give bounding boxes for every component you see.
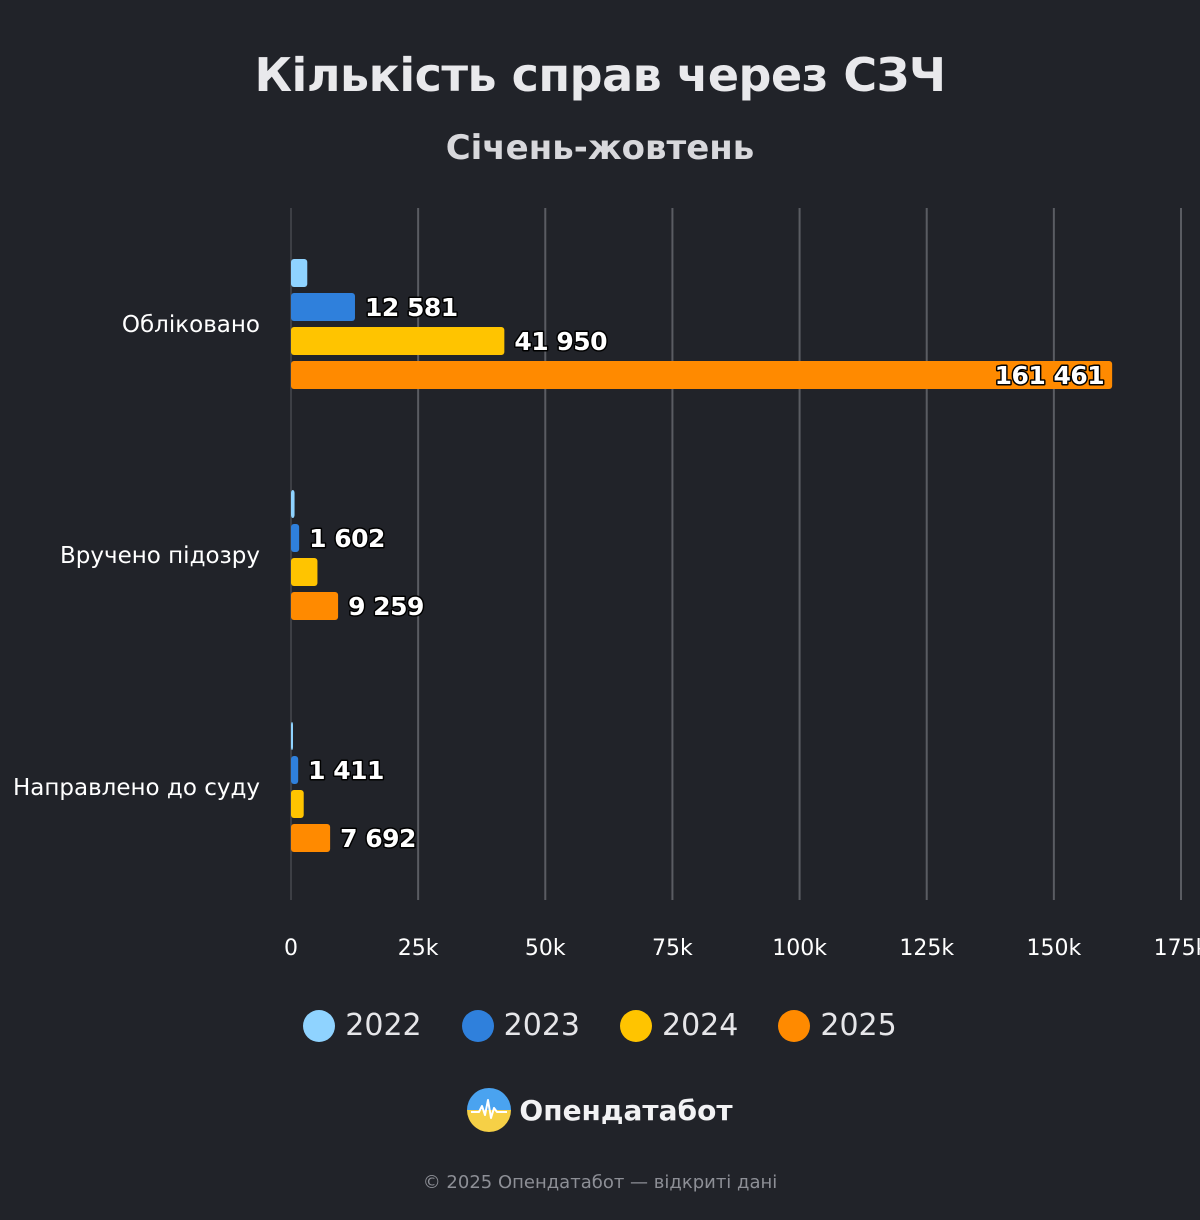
bar-2024-1 (291, 558, 318, 586)
data-label-2025-0: 161 461 (995, 361, 1105, 390)
data-label-2025-2: 7 692 (340, 824, 416, 853)
bar-2023-1 (291, 524, 300, 552)
bar-2023-0 (291, 293, 355, 321)
legend-item-2025[interactable]: 2025 (778, 1008, 897, 1043)
bar-2022-0 (291, 259, 308, 287)
legend-label-2022: 2022 (345, 1008, 422, 1043)
bar-2025-1 (291, 592, 339, 620)
brand-name: Опендатабот (519, 1093, 733, 1127)
legend-label-2023: 2023 (503, 1008, 580, 1043)
x-tick-label-5: 125k (899, 936, 954, 961)
data-label-2024-0: 41 950 (514, 327, 607, 356)
footer-copyright: © 2025 Опендатабот — відкриті дані (422, 1172, 778, 1193)
bar-chart: 0 25k 50k 75k 100k 125k 150k 175k Обліковано 12 5… (13, 208, 1200, 961)
legend-item-2023[interactable]: 2023 (461, 1008, 580, 1043)
opendatabot-logo-icon (467, 1088, 512, 1132)
x-tick-label-2: 50k (525, 936, 566, 961)
legend-label-2024: 2024 (662, 1008, 739, 1043)
x-tick-label-3: 75k (652, 936, 693, 961)
bar-2024-0 (291, 327, 505, 355)
bar-2022-2 (291, 722, 293, 750)
bar-2023-2 (291, 756, 299, 784)
data-label-2023-2: 1 411 (308, 756, 384, 785)
category-label-1: Вручено підозру (60, 543, 260, 569)
chart-legend: 2022 2023 2024 2025 (0, 1008, 1200, 1043)
legend-dot-2025 (778, 1009, 811, 1042)
bar-2024-2 (291, 790, 304, 818)
data-label-2023-0: 12 581 (365, 293, 458, 322)
category-label-2: Направлено до суду (13, 775, 260, 801)
x-tick-label-6: 150k (1026, 936, 1081, 961)
legend-dot-2024 (620, 1009, 652, 1042)
bar-2022-1 (291, 490, 295, 518)
x-tick-label-0: 0 (284, 936, 298, 961)
brand: Опендатабот (0, 1088, 1200, 1132)
x-tick-label-7: 175k (1154, 936, 1200, 961)
data-label-2023-1: 1 602 (309, 524, 385, 553)
chart-title: Кількість справ через СЗЧ (254, 48, 946, 102)
legend-dot-2023 (461, 1009, 494, 1042)
x-tick-label-1: 25k (398, 936, 439, 961)
chart-subtitle: Січень-жовтень (445, 128, 755, 168)
legend-dot-2022 (303, 1009, 336, 1042)
legend-item-2024[interactable]: 2024 (620, 1008, 738, 1043)
data-label-2025-1: 9 259 (348, 592, 424, 621)
legend-label-2025: 2025 (820, 1008, 897, 1043)
bar-2025-0 (291, 361, 1113, 389)
x-tick-label-4: 100k (772, 936, 827, 961)
bar-2025-2 (291, 824, 331, 852)
legend-item-2022[interactable]: 2022 (303, 1008, 422, 1043)
category-label-0: Обліковано (122, 312, 260, 338)
